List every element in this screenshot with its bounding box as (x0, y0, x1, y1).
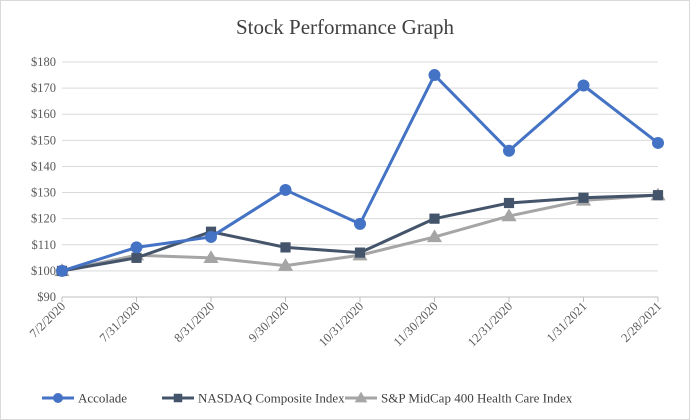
data-point-circle (130, 241, 143, 254)
series-line (61, 73, 659, 273)
legend-item: NASDAQ Composite Index (162, 391, 345, 406)
x-tick-label: 9/30/2020 (246, 299, 292, 345)
data-point-triangle (203, 250, 219, 264)
y-tick-label: $90 (37, 290, 56, 304)
legend-item: S&P MidCap 400 Health Care Index (345, 391, 573, 406)
series-accolade (56, 69, 664, 277)
legend: Accolade NASDAQ Composite Index S&P MidCap… (42, 391, 573, 406)
series-layer (54, 69, 666, 277)
x-tick-label: 2/28/2021 (618, 299, 664, 345)
x-tick-label: 8/31/2020 (171, 299, 217, 345)
data-point-square (578, 192, 589, 203)
y-tick-label: $150 (31, 133, 56, 147)
data-point-circle (503, 144, 515, 157)
data-point-triangle (501, 208, 517, 222)
y-tick-label: $130 (31, 186, 56, 200)
chart-title: Stock Performance Graph (236, 15, 455, 39)
data-point-circle (205, 230, 217, 243)
y-axis-ticks: $90 $100 $110 $120 $130 $140 $150 $160 $170 $180 (31, 55, 56, 304)
legend-label: Accolade (78, 391, 127, 406)
data-point-circle (652, 136, 664, 149)
x-tick-label: 7/31/2020 (97, 299, 143, 345)
data-point-circle (53, 393, 63, 403)
data-point-square (429, 213, 440, 224)
x-axis (61, 296, 659, 302)
y-tick-label: $100 (31, 264, 56, 278)
x-tick-label: 7/2/2020 (27, 299, 68, 340)
x-axis-ticks: 7/2/2020 7/31/2020 8/31/2020 9/30/2020 10/31… (27, 299, 664, 349)
series-nasdaq-composite-index (56, 190, 664, 276)
y-tick-label: $170 (31, 81, 56, 95)
x-tick-label: 10/31/2020 (316, 299, 366, 349)
y-tick-label: $120 (31, 212, 56, 226)
y-tick-label: $160 (31, 107, 56, 121)
data-point-triangle (277, 258, 294, 271)
data-point-square (131, 252, 142, 263)
x-tick-label: 12/31/2020 (465, 299, 515, 349)
data-point-square (173, 393, 183, 403)
y-tick-label: $140 (31, 159, 56, 173)
legend-label: NASDAQ Composite Index (198, 391, 345, 406)
x-tick-label: 1/31/2021 (544, 299, 590, 345)
legend-item: Accolade (42, 391, 127, 406)
data-point-square (354, 247, 366, 258)
data-point-circle (577, 79, 590, 92)
data-point-square (652, 190, 664, 201)
data-point-circle (279, 183, 292, 196)
data-point-circle (354, 217, 366, 230)
legend-label: S&P MidCap 400 Health Care Index (381, 391, 573, 406)
data-point-square (503, 197, 515, 209)
data-point-square (280, 242, 291, 253)
y-tick-label: $180 (31, 55, 56, 69)
data-point-triangle (354, 391, 368, 403)
series-s-p-midcap-400-health-care-index (54, 187, 666, 277)
data-point-triangle (426, 229, 443, 243)
data-point-circle (428, 69, 441, 82)
y-tick-label: $110 (31, 238, 56, 252)
x-tick-label: 11/30/2020 (391, 299, 441, 349)
data-point-circle (56, 264, 68, 277)
